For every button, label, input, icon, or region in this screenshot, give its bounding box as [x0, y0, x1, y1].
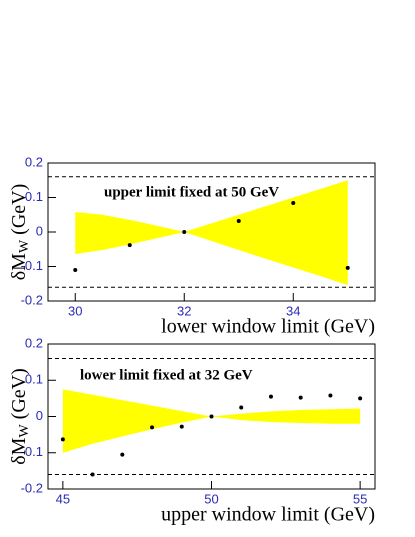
plot: 30 32 34 -0.2 -0.1 0 0.1 0.2 upper limit fixed a… [8, 154, 376, 338]
data-point [150, 425, 155, 430]
data-point [291, 201, 296, 206]
data-point [268, 394, 273, 399]
data-point [358, 396, 363, 401]
y-label-sub: W [17, 424, 32, 438]
data-point [127, 243, 132, 248]
x-tick-label: 34 [286, 303, 300, 318]
y-label-main: δM [8, 437, 30, 464]
y-axis-label: δMW (GeV) [8, 368, 33, 465]
data-point [120, 452, 125, 457]
data-point [90, 472, 95, 477]
plot: 45 50 55 -0.2 -0.1 0 0.1 0.2 lower limit fixed a… [8, 335, 376, 526]
data-point [179, 424, 184, 429]
y-tick-label: 0.1 [25, 189, 43, 204]
y-tick-label: -0.2 [21, 292, 43, 307]
y-label-unit: (GeV) [8, 368, 30, 419]
annotation: upper limit fixed at 50 GeV [104, 184, 279, 200]
y-tick-label: -0.1 [21, 444, 43, 459]
data-point [182, 230, 187, 234]
annotation: lower limit fixed at 32 GeV [80, 367, 253, 383]
y-tick-label: -0.1 [21, 258, 43, 273]
x-tick-label: 50 [204, 491, 218, 506]
y-tick-label: -0.2 [21, 480, 43, 495]
data-point [60, 437, 65, 442]
x-axis-label: lower window limit (GeV) [161, 316, 375, 338]
data-point [209, 414, 214, 419]
x-tick-label: 45 [56, 491, 70, 506]
y-label-main: δM [8, 253, 30, 280]
y-axis-label: δMW (GeV) [8, 184, 33, 281]
uncertainty-band [62, 389, 361, 453]
y-tick-label: 0.2 [25, 154, 43, 169]
data-point [239, 405, 244, 410]
x-axis-label: upper window limit (GeV) [161, 504, 375, 526]
x-tick-label: 55 [353, 491, 367, 506]
data-point [73, 267, 78, 272]
data-point [298, 395, 303, 400]
y-label-unit: (GeV) [8, 184, 30, 235]
data-point [345, 265, 350, 270]
data-point [328, 393, 333, 398]
y-tick-label: 0.1 [25, 372, 43, 387]
y-label-sub: W [17, 239, 32, 253]
data-point [236, 218, 241, 223]
x-tick-label: 30 [68, 303, 82, 318]
y-tick-label: 0 [36, 223, 43, 238]
y-tick-label: 0.2 [25, 335, 43, 350]
y-tick-label: 0 [36, 408, 43, 423]
uncertainty-band [75, 180, 348, 286]
x-tick-label: 32 [177, 303, 191, 318]
